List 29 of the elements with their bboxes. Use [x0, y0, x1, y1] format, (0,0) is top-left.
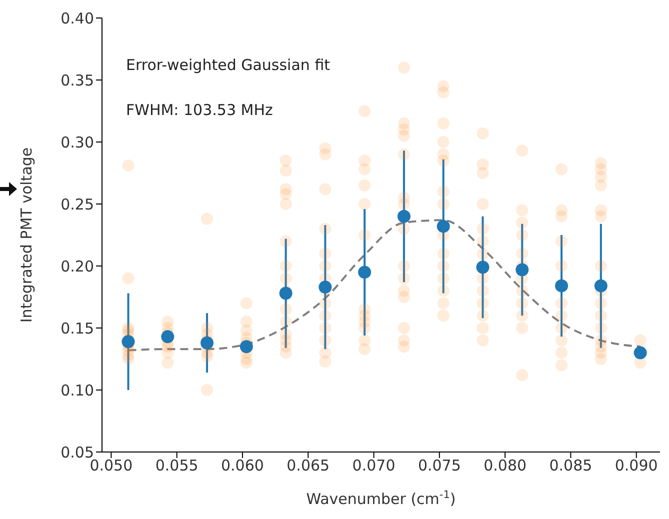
- point: [516, 263, 529, 276]
- x-tick-label: 0.055: [155, 456, 198, 475]
- point: [594, 279, 608, 292]
- y-tick-label: 0.10: [60, 381, 94, 400]
- y-tick-label: 0.15: [60, 319, 94, 338]
- point: [397, 210, 410, 223]
- x-tick-label: 0.070: [352, 456, 396, 475]
- y-tick-label: 0.35: [60, 71, 94, 90]
- point: [634, 346, 647, 360]
- point: [358, 266, 372, 279]
- y-tick-label: 0.25: [60, 195, 94, 214]
- annotation: Error-weighted Gaussian fit: [126, 56, 330, 74]
- annotation: FWHM: 103.53 MHz: [126, 101, 273, 119]
- x-tick-label: 0.050: [90, 456, 133, 475]
- y-tick-label: 0.40: [60, 9, 94, 28]
- x-tick-label: 0.075: [418, 456, 461, 475]
- point: [200, 336, 214, 350]
- y-axis-title: Integrated PMT voltage: [17, 147, 36, 323]
- point: [279, 286, 292, 300]
- x-tick-label: 0.085: [549, 456, 592, 475]
- x-tick-label: 0.065: [286, 456, 330, 475]
- x-axis-title: Wavenumber (cm$^{-1}$): [306, 489, 456, 508]
- point: [436, 220, 450, 233]
- y-tick-label: 0.20: [60, 257, 94, 276]
- x-tick-label: 0.060: [221, 456, 264, 475]
- x-tick-label: 0.090: [614, 456, 658, 475]
- x-tick-label: 0.080: [484, 456, 527, 475]
- point: [318, 280, 332, 294]
- y-tick-label: 0.30: [60, 133, 94, 152]
